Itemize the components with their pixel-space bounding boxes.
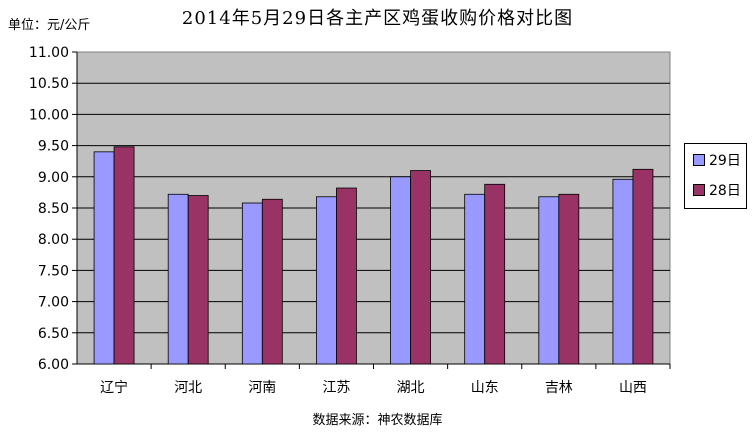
- x-tick-label: 山西: [619, 380, 647, 396]
- y-tick-label: 8.00: [38, 232, 69, 248]
- y-tick-label: 7.00: [38, 295, 69, 311]
- bar-山东-28日: [484, 183, 506, 365]
- legend-swatch-28: [693, 184, 705, 196]
- bar-河北-29日: [167, 193, 189, 365]
- chart-title: 2014年5月29日各主产区鸡蛋收购价格对比图: [181, 8, 574, 29]
- bar-湖北-28日: [410, 170, 431, 365]
- x-tick-label: 湖北: [397, 380, 425, 396]
- source-label: 数据来源：神农数据库: [312, 413, 443, 428]
- bar-山西-28日: [632, 168, 654, 365]
- y-tick-label: 11.00: [29, 45, 69, 61]
- y-tick-label: 9.50: [38, 139, 69, 155]
- bar-辽宁-28日: [113, 146, 135, 365]
- y-tick-label: 7.50: [38, 263, 69, 279]
- legend-item-29: 29日: [693, 153, 741, 169]
- bar-河北-28日: [187, 195, 209, 365]
- x-tick-label: 江苏: [322, 380, 350, 396]
- x-tick-label: 吉林: [545, 380, 573, 396]
- legend-item-28: 28日: [693, 183, 741, 199]
- legend-swatch-29: [693, 154, 705, 166]
- bar-江苏-28日: [336, 187, 357, 365]
- legend-label-29: 29日: [709, 153, 741, 169]
- bar-吉林-29日: [538, 196, 560, 365]
- x-tick-label: 河南: [248, 380, 276, 396]
- y-tick-label: 6.50: [38, 326, 69, 342]
- y-tick-label: 10.50: [29, 76, 69, 92]
- bar-辽宁-29日: [93, 151, 115, 365]
- bar-湖北-29日: [390, 176, 411, 365]
- y-tick-label: 10.00: [29, 107, 69, 123]
- bar-山东-29日: [464, 193, 486, 365]
- y-tick-label: 9.00: [38, 170, 69, 186]
- bar-江苏-29日: [316, 196, 337, 365]
- x-tick-label: 辽宁: [100, 379, 128, 396]
- x-tick-label: 河北: [174, 380, 202, 396]
- legend: 29日 28日: [684, 143, 747, 209]
- bar-吉林-28日: [558, 193, 580, 365]
- x-tick-label: 山东: [471, 380, 499, 396]
- bar-河南-29日: [241, 202, 263, 365]
- bar-山西-29日: [612, 178, 634, 365]
- unit-label: 单位：元/公斤: [8, 18, 91, 33]
- bar-河南-28日: [261, 198, 283, 365]
- y-tick-label: 8.50: [38, 201, 69, 217]
- y-tick-label: 6.00: [38, 357, 69, 373]
- legend-label-28: 28日: [709, 183, 741, 199]
